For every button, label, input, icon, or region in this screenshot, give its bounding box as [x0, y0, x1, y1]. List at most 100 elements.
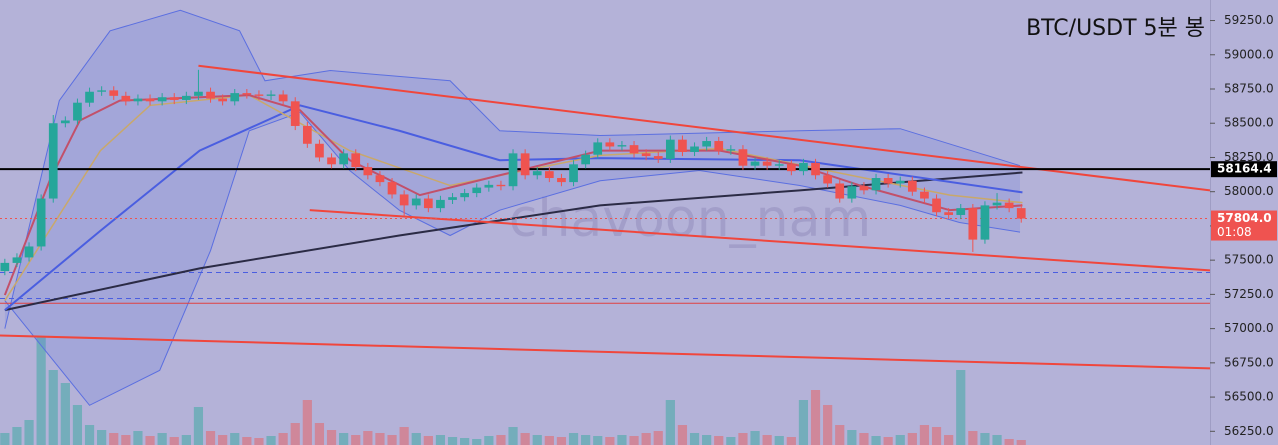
volume-bar [496, 435, 506, 445]
volume-bar [326, 430, 337, 445]
candle-body [0, 262, 10, 272]
volume-bar [399, 427, 409, 445]
volume-bar [871, 436, 881, 445]
volume-bar [762, 435, 772, 445]
candle-body [690, 146, 699, 152]
volume-bar [60, 383, 70, 445]
candle-body [920, 191, 929, 199]
indicator-line [0, 334, 1211, 370]
volume-bar [339, 433, 349, 445]
candle-body [12, 257, 22, 263]
candle-body [194, 91, 203, 96]
chart-title: BTC/USDT 5분 봉 [1026, 16, 1205, 41]
volume-bar [617, 435, 627, 445]
volume-bar [980, 433, 990, 445]
volume-bar [956, 370, 966, 445]
band-line [4, 9, 1021, 329]
candle-body [871, 178, 881, 191]
candle-body [883, 178, 893, 184]
candle-body [218, 98, 227, 102]
volume-bar [605, 437, 615, 445]
candle-body [302, 125, 312, 144]
candle-body [811, 162, 820, 176]
volume-bar [544, 436, 554, 445]
candle-body [835, 183, 845, 199]
volume-bar [798, 400, 809, 445]
indicator-line [4, 104, 1023, 311]
indicator-line [3, 94, 1023, 296]
candle-body [1016, 208, 1026, 219]
y-tick-label: 58750.0 [1224, 82, 1274, 96]
volume-bar [568, 433, 579, 445]
volume-bar [774, 436, 784, 445]
y-tick-label: 58250.0 [1224, 150, 1274, 164]
volume-bar [677, 425, 688, 445]
candle-body [895, 180, 905, 184]
price-label: 57804.0 [1217, 211, 1272, 225]
candle-body [520, 153, 530, 176]
candle-body [448, 197, 457, 200]
volume-bar [1004, 439, 1014, 445]
volume-bar [387, 435, 397, 445]
volume-bar [944, 435, 954, 445]
volume-bar [84, 425, 95, 445]
candle-body [145, 98, 155, 102]
band-fill [4, 10, 1021, 406]
volume-bar [883, 437, 893, 445]
volume-bar [847, 430, 857, 445]
volume-bar [653, 431, 663, 445]
volume-bar [1016, 440, 1026, 445]
candle-body [290, 101, 300, 126]
candle-body [593, 142, 603, 155]
volume-bar [484, 436, 494, 445]
candle-body [339, 153, 348, 165]
volume-bar [435, 435, 446, 445]
candle-body [387, 182, 397, 195]
volume-bar [278, 433, 288, 445]
candle-body [266, 94, 276, 96]
indicator-line [309, 209, 1211, 272]
candle-body [375, 175, 385, 183]
candle-body [726, 149, 736, 151]
volume-bar [97, 430, 107, 445]
candle-body [411, 198, 421, 206]
volume-bar [363, 431, 373, 445]
candle-body [665, 139, 675, 159]
candle-body [169, 97, 179, 100]
volume-bar [738, 433, 748, 445]
candle-body [24, 246, 34, 258]
volume-bar [556, 437, 567, 445]
y-tick-label: 56250.0 [1224, 424, 1274, 438]
candle-body [786, 164, 796, 172]
volume-bar [895, 435, 905, 445]
volume-bar [726, 437, 736, 445]
candle-body [992, 202, 1002, 206]
candle-body [109, 90, 119, 96]
candle-body [60, 120, 70, 124]
volume-bar [581, 435, 591, 445]
y-tick-label: 56500.0 [1224, 390, 1274, 404]
candle-body [932, 198, 941, 213]
volume-bar [157, 433, 167, 445]
candle-body [85, 91, 94, 103]
candle-body [508, 153, 518, 187]
candle-body [230, 93, 240, 102]
volume-bar [665, 400, 675, 445]
volume-bar [702, 435, 712, 445]
candle-body [557, 178, 566, 183]
y-tick-label: 59250.0 [1224, 13, 1274, 27]
volume-bar [242, 437, 252, 445]
candle-body [956, 208, 966, 215]
candle-body [436, 199, 445, 209]
y-tick-label: 58500.0 [1224, 116, 1274, 130]
countdown-label: 01:08 [1217, 225, 1252, 239]
volume-bar [109, 433, 119, 445]
volume-bar [907, 433, 917, 445]
volume-bar [266, 436, 276, 445]
candle-body [944, 212, 953, 215]
candle-body [73, 102, 82, 121]
candle-body [327, 157, 336, 165]
price-label-box [1211, 161, 1277, 178]
volume-bar [351, 435, 361, 445]
